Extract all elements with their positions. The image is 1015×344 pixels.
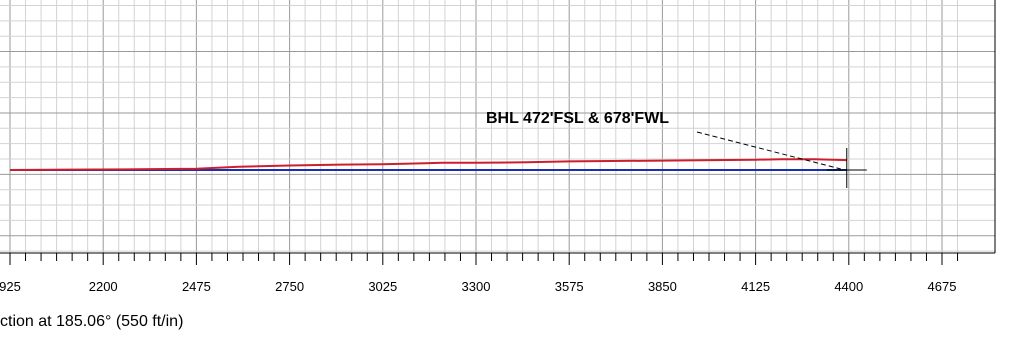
x-tick-label: 3025 [368, 279, 397, 294]
x-tick-label: 4400 [834, 279, 863, 294]
x-tick-label: 2200 [89, 279, 118, 294]
x-axis: 925 2200 2475 2750 3025 3300 3575 3850 4125 4400 4… [0, 252, 995, 294]
series-lines [9, 158, 847, 171]
bhl-annotation: BHL 472'FSL & 678'FWL [486, 110, 841, 170]
x-tick-label: 925 [0, 279, 21, 294]
series-line [9, 158, 847, 171]
annotation-leader-line [696, 131, 841, 170]
x-tick-label: 3575 [555, 279, 584, 294]
x-axis-label: ction at 185.06° (550 ft/in) [0, 313, 184, 330]
x-tick-label: 3300 [462, 279, 491, 294]
annotation-label: BHL 472'FSL & 678'FWL [486, 110, 669, 127]
grid-lines [0, 0, 996, 253]
x-tick-label: 4125 [741, 279, 770, 294]
x-tick-label: 2475 [182, 279, 211, 294]
x-tick-label: 3850 [648, 279, 677, 294]
x-tick-label: 2750 [275, 279, 304, 294]
x-tick-label: 4675 [928, 279, 957, 294]
bhl-target-marker [826, 148, 867, 188]
